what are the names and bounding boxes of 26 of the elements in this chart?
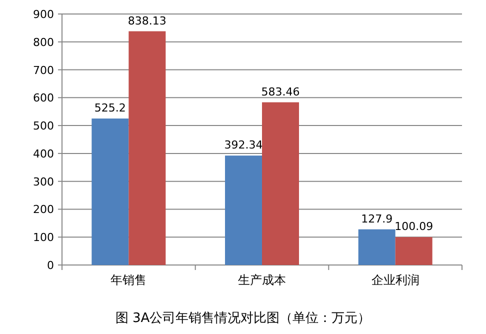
y-tick-label: 200 bbox=[33, 203, 54, 216]
data-label: 100.09 bbox=[394, 220, 434, 234]
x-tick-label: 年销售 bbox=[110, 273, 147, 287]
y-tick-label: 500 bbox=[33, 120, 54, 133]
y-tick-label: 800 bbox=[33, 36, 54, 49]
bar bbox=[92, 118, 129, 265]
y-tick-label: 600 bbox=[33, 92, 54, 105]
x-tick-label: 生产成本 bbox=[238, 273, 286, 287]
data-label: 127.9 bbox=[361, 212, 393, 226]
data-label: 525.2 bbox=[94, 102, 126, 115]
y-tick-label: 400 bbox=[33, 147, 54, 160]
bar bbox=[128, 31, 166, 265]
y-tick-label: 900 bbox=[33, 8, 54, 21]
y-tick-label: 100 bbox=[33, 231, 54, 244]
y-tick-label: 300 bbox=[33, 175, 54, 188]
data-label: 583.46 bbox=[261, 85, 300, 98]
y-tick-label: 0 bbox=[47, 259, 54, 272]
bar bbox=[262, 102, 299, 265]
data-label: 392.34 bbox=[224, 138, 263, 152]
data-label: 838.13 bbox=[128, 14, 166, 28]
caption: 图 3A公司年销售情况对比图（单位：万元） bbox=[115, 311, 371, 326]
x-tick-label: 企业利润 bbox=[371, 273, 420, 287]
bar bbox=[395, 237, 432, 265]
y-tick-label: 700 bbox=[33, 64, 54, 77]
bar bbox=[358, 229, 396, 265]
bar bbox=[225, 156, 262, 265]
